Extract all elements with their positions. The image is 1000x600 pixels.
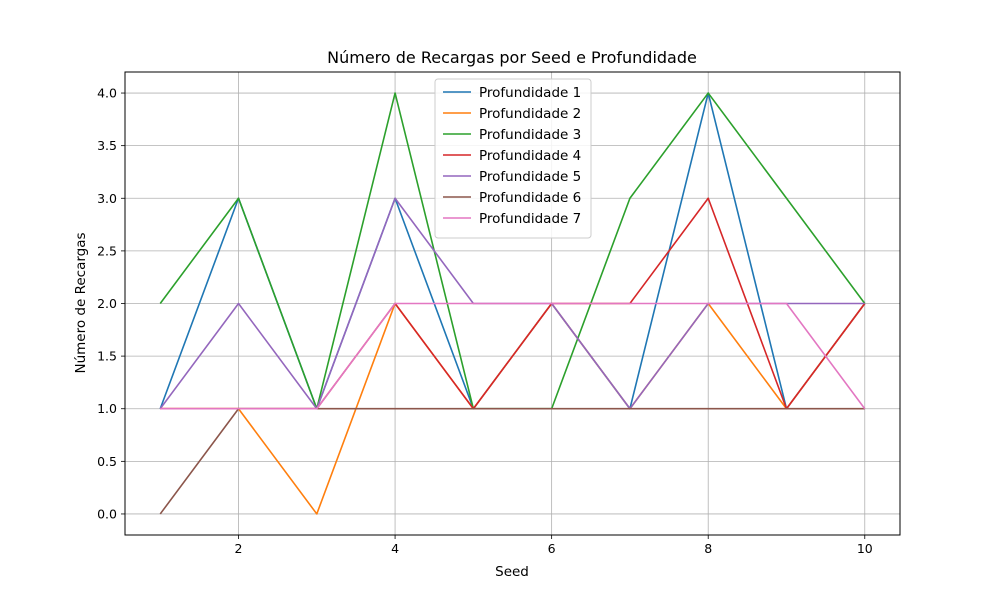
x-tick-label: 8 <box>704 541 712 556</box>
y-axis-label: Número de Recargas <box>73 232 89 373</box>
legend: Profundidade 1 Profundidade 2 Profundidade… <box>434 78 592 239</box>
legend-label-profundidade-4: Profundidade 4 <box>479 148 581 164</box>
x-tick-label: 4 <box>391 541 399 556</box>
y-tick-label: 2.0 <box>97 296 117 311</box>
legend-label-profundidade-5: Profundidade 5 <box>479 169 581 185</box>
x-tick-label: 2 <box>235 541 243 556</box>
axis-ticks: 2 4 6 8 10 0.0 0.5 1.0 1.5 2.0 2.5 3.0 3.5 4.0 <box>97 86 873 556</box>
series-line-profundidade-7 <box>160 302 866 410</box>
legend-box <box>434 78 592 239</box>
y-tick-label: 2.5 <box>97 243 117 258</box>
legend-label-profundidade-2: Profundidade 2 <box>479 106 581 122</box>
x-axis-label: Seed <box>495 564 529 580</box>
y-tick-label: 3.0 <box>97 191 117 206</box>
legend-label-profundidade-1: Profundidade 1 <box>479 85 581 101</box>
x-tick-label: 10 <box>857 541 873 556</box>
y-tick-label: 3.5 <box>97 138 117 153</box>
chart-title: Número de Recargas por Seed e Profundida… <box>327 48 697 67</box>
y-tick-label: 0.0 <box>97 506 117 521</box>
legend-label-profundidade-7: Profundidade 7 <box>479 211 581 227</box>
series-lines <box>159 92 866 515</box>
legend-label-profundidade-6: Profundidade 6 <box>479 190 581 206</box>
y-tick-label: 1.5 <box>97 349 117 364</box>
legend-label-profundidade-3: Profundidade 3 <box>479 127 581 143</box>
y-tick-label: 0.5 <box>97 454 117 469</box>
y-tick-label: 1.0 <box>97 401 117 416</box>
x-tick-label: 6 <box>548 541 556 556</box>
y-tick-label: 4.0 <box>97 86 117 101</box>
